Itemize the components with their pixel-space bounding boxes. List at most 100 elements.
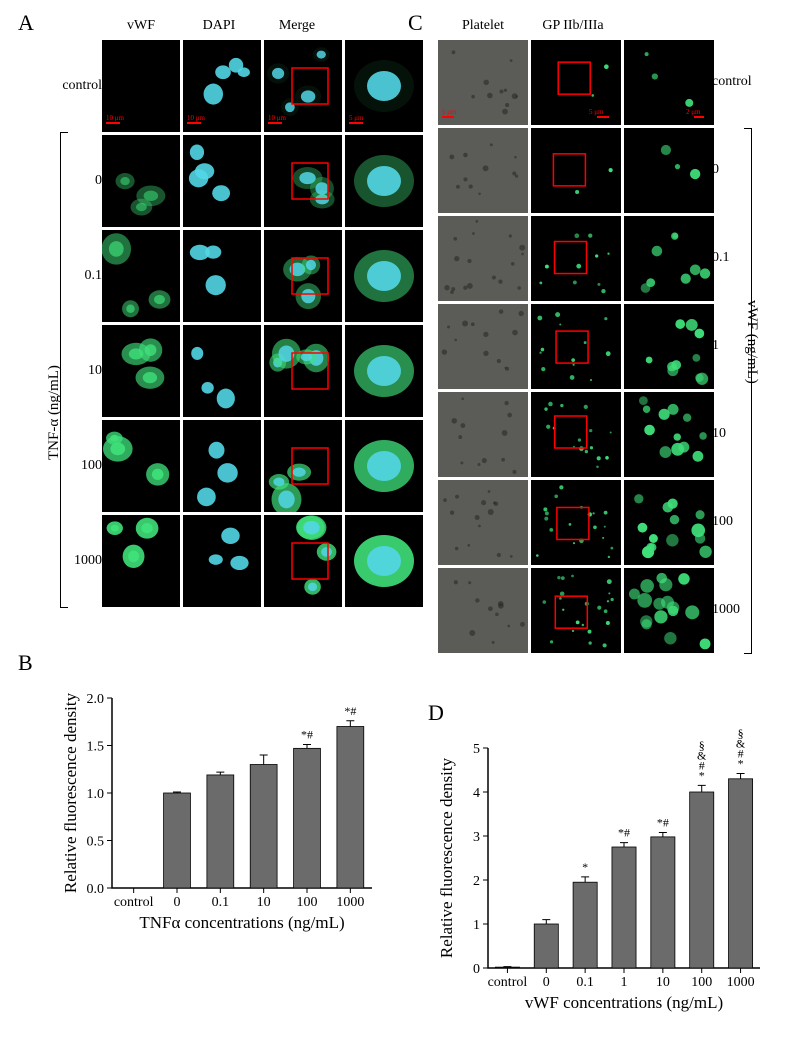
col-header: GP IIb/IIIa <box>528 18 618 34</box>
col-header <box>618 18 708 34</box>
panel-c-row-label: control <box>712 74 752 90</box>
microscopy-cell: 10 μm <box>183 40 261 132</box>
microscopy-cell <box>183 230 261 322</box>
svg-text:Relative fluorescence density: Relative fluorescence density <box>61 692 80 893</box>
svg-text:3: 3 <box>473 830 480 845</box>
svg-text:0.1: 0.1 <box>576 975 594 990</box>
svg-text:vWF concentrations (ng/mL): vWF concentrations (ng/mL) <box>525 993 723 1012</box>
microscopy-cell <box>183 135 261 227</box>
svg-text:2.0: 2.0 <box>87 692 105 707</box>
svg-text:4: 4 <box>473 786 480 801</box>
svg-text:100: 100 <box>297 895 318 910</box>
microscopy-cell <box>102 325 180 417</box>
microscopy-cell <box>531 568 621 653</box>
microscopy-cell <box>264 135 342 227</box>
microscopy-cell <box>264 420 342 512</box>
microscopy-cell <box>345 325 423 417</box>
svg-text:0: 0 <box>174 895 181 910</box>
panel-a-row-label: control <box>52 78 102 94</box>
panel-a-row-label: 0 <box>52 173 102 189</box>
chart-b: 0.00.51.01.52.0control00.110100*#1000*#T… <box>50 670 390 940</box>
svg-text:5: 5 <box>473 742 480 757</box>
svg-text:*: * <box>738 757 744 771</box>
svg-text:5 μm: 5 μm <box>589 108 604 116</box>
panel-c-label: C <box>408 10 423 36</box>
microscopy-cell <box>102 515 180 607</box>
microscopy-cell <box>624 216 714 301</box>
chart-d: 012345control00.1*1*#10*#100§&#*1000§&#*… <box>430 700 770 1020</box>
svg-text:10 μm: 10 μm <box>187 114 206 122</box>
microscopy-cell <box>438 304 528 389</box>
microscopy-cell: 5 μm <box>531 40 621 125</box>
microscopy-cell <box>438 392 528 477</box>
microscopy-cell <box>102 135 180 227</box>
panel-b-label: B <box>18 650 33 676</box>
panel-c-grid: 5 μm 5 μm 2 μm <box>438 40 714 653</box>
microscopy-cell <box>624 304 714 389</box>
panel-a-label: A <box>18 10 34 36</box>
microscopy-cell <box>531 216 621 301</box>
microscopy-cell <box>345 230 423 322</box>
microscopy-cell <box>345 420 423 512</box>
svg-text:0.0: 0.0 <box>87 882 105 897</box>
svg-text:0: 0 <box>473 962 480 977</box>
svg-text:1000: 1000 <box>336 895 364 910</box>
microscopy-cell <box>345 515 423 607</box>
svg-text:10: 10 <box>257 895 271 910</box>
panel-a-col-headers: vWF DAPI Merge <box>102 18 414 34</box>
svg-text:*: * <box>699 768 705 782</box>
microscopy-cell <box>264 230 342 322</box>
microscopy-cell <box>183 325 261 417</box>
panel-c-row-label: 100 <box>712 514 752 530</box>
panel-a-grid: 10 μm 10 μm 10 μm 5 μm <box>102 40 423 607</box>
col-header: DAPI <box>180 18 258 34</box>
svg-text:2 μm: 2 μm <box>686 108 701 116</box>
svg-text:1000: 1000 <box>727 975 755 990</box>
svg-text:*#: *# <box>301 728 313 742</box>
microscopy-cell: 5 μm <box>345 40 423 132</box>
microscopy-cell: 5 μm <box>438 40 528 125</box>
col-header: vWF <box>102 18 180 34</box>
microscopy-cell <box>624 480 714 565</box>
panel-c-col-headers: Platelet GP IIb/IIIa <box>438 18 708 34</box>
svg-text:*#: *# <box>344 704 356 718</box>
panel-a-row-label: 1000 <box>52 553 102 569</box>
svg-text:1: 1 <box>621 975 628 990</box>
svg-text:0.5: 0.5 <box>87 835 105 850</box>
microscopy-cell <box>438 480 528 565</box>
microscopy-cell <box>531 128 621 213</box>
microscopy-cell <box>438 128 528 213</box>
microscopy-cell <box>624 392 714 477</box>
microscopy-cell <box>183 420 261 512</box>
svg-text:10 μm: 10 μm <box>268 114 287 122</box>
panel-b: 0.00.51.01.52.0control00.110100*#1000*#T… <box>50 670 390 940</box>
panel-c-row-label: 0.1 <box>712 250 752 266</box>
svg-text:10 μm: 10 μm <box>106 114 125 122</box>
svg-text:0: 0 <box>543 975 550 990</box>
panel-c-row-label: 1 <box>712 338 752 354</box>
col-header <box>336 18 414 34</box>
panel-c-row-label: 1000 <box>712 602 752 618</box>
microscopy-cell <box>531 480 621 565</box>
svg-text:5 μm: 5 μm <box>349 114 364 122</box>
svg-text:5 μm: 5 μm <box>442 108 457 116</box>
microscopy-cell <box>624 128 714 213</box>
microscopy-cell <box>345 135 423 227</box>
svg-text:100: 100 <box>691 975 712 990</box>
svg-text:control: control <box>488 975 528 990</box>
microscopy-cell <box>102 420 180 512</box>
svg-text:control: control <box>114 895 154 910</box>
panel-a-row-label: 10 <box>52 363 102 379</box>
panel-c-row-label: 10 <box>712 426 752 442</box>
microscopy-cell <box>264 515 342 607</box>
microscopy-cell <box>531 304 621 389</box>
microscopy-cell <box>531 392 621 477</box>
panel-a-axis-label: TNF-α (ng/mL) <box>46 365 63 460</box>
svg-text:*#: *# <box>657 815 669 829</box>
svg-text:1.5: 1.5 <box>87 740 105 755</box>
microscopy-cell <box>183 515 261 607</box>
figure: A vWF DAPI Merge 10 μm 10 μm 10 μm 5 μm TNF… <box>10 10 780 1031</box>
panel-a-row-label: 0.1 <box>52 268 102 284</box>
microscopy-cell <box>264 325 342 417</box>
panel-d: 012345control00.1*1*#10*#100§&#*1000§&#*… <box>430 700 770 1020</box>
